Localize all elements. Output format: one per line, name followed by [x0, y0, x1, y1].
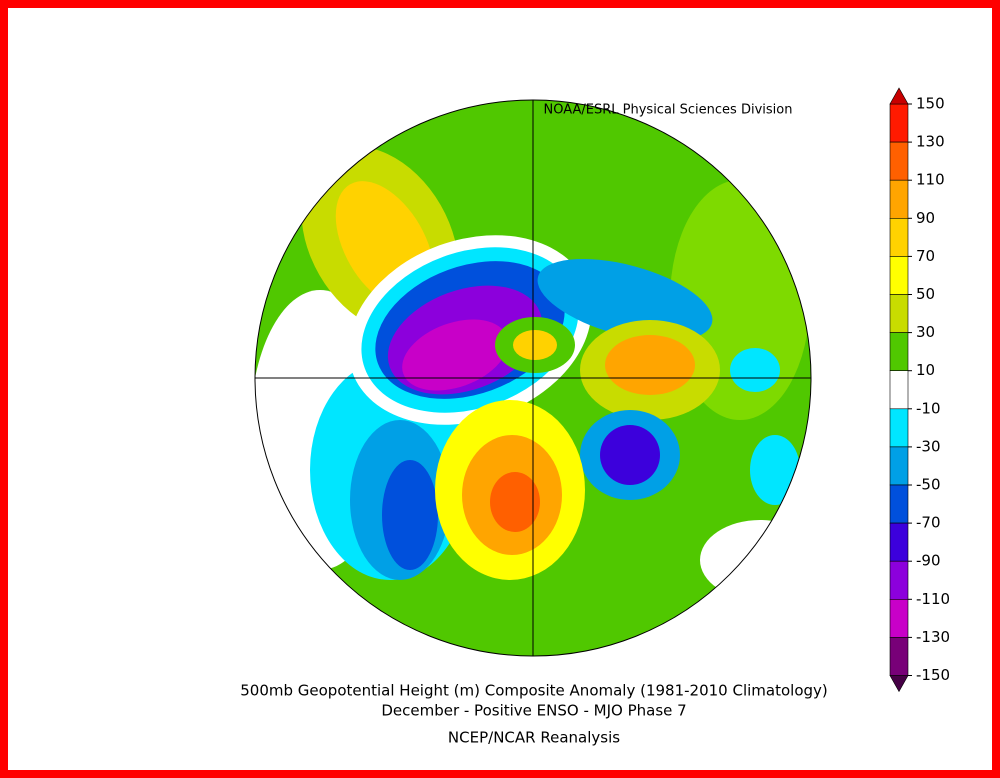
map [255, 100, 811, 656]
colorbar-bin [889, 218, 909, 257]
colorbar-bottom-arrow [889, 675, 909, 693]
colorbar-tick-label: -110 [916, 590, 950, 608]
colorbar-bin [889, 141, 909, 181]
caption-title: 500mb Geopotential Height (m) Composite … [240, 682, 828, 700]
colorbar-bin [889, 560, 909, 600]
colorbar-tick-label: -150 [916, 666, 950, 684]
colorbar-bin [889, 446, 909, 486]
colorbar-tick-label: -50 [916, 476, 941, 494]
colorbar-top-arrow [889, 87, 909, 105]
colorbar-bin [889, 332, 909, 372]
colorbar-bin [889, 103, 909, 143]
colorbar-bin [889, 256, 909, 295]
colorbar-bin [889, 522, 909, 562]
colorbar-tick-label: 50 [916, 285, 935, 303]
colorbar-tick-label: 150 [916, 95, 945, 113]
caption-subtitle: December - Positive ENSO - MJO Phase 7 [381, 702, 686, 720]
colorbar-bin [889, 484, 909, 524]
colorbar-bin [889, 598, 909, 638]
colorbar-tick-label: -130 [916, 628, 950, 646]
colorbar-tick-label: 90 [916, 209, 935, 227]
colorbar-tick-label: 110 [916, 171, 945, 189]
colorbar-tick-label: 10 [916, 361, 935, 379]
colorbar-tick-label: 70 [916, 247, 935, 265]
colorbar-bin [889, 294, 909, 333]
colorbar-bin [889, 637, 909, 676]
colorbar-tick-label: -10 [916, 399, 941, 417]
credit: NOAA/ESRL Physical Sciences Division [544, 103, 793, 118]
map-border [254, 99, 812, 657]
colorbar-tick-label: 130 [916, 133, 945, 151]
colorbar-tick-label: -70 [916, 514, 941, 532]
colorbar-tick-label: -30 [916, 437, 941, 455]
colorbar-bin [889, 370, 909, 410]
colorbar-bin [889, 179, 909, 219]
caption-source: NCEP/NCAR Reanalysis [448, 729, 620, 747]
colorbar-tick-label: -90 [916, 552, 941, 570]
colorbar-bin [889, 408, 909, 448]
colorbar-tick-label: 30 [916, 323, 935, 341]
colorbar: 150 130 110 90 70 50 30 10 -10 -30 -50 -70 -90 -110 -1… [889, 87, 950, 693]
